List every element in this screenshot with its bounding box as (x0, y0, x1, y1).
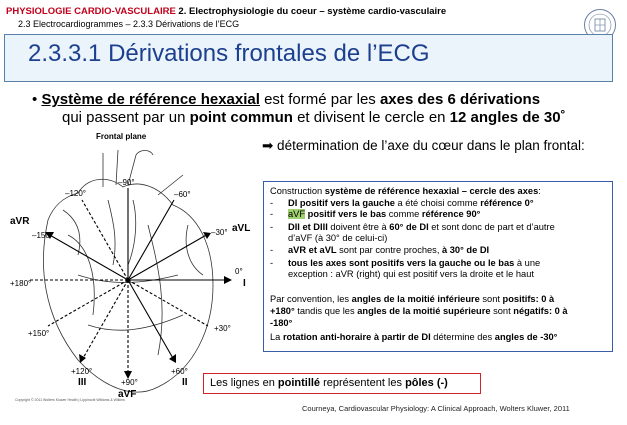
bullet-symbol: • (32, 91, 38, 108)
angle-label-p90: +90° (121, 378, 138, 387)
box-line: - (270, 209, 274, 219)
lead-label-i: I (243, 278, 246, 289)
dotted-lines-note: Les lignes en pointillé représentent les… (203, 373, 481, 394)
hexaxial-term: Système de référence hexaxial (41, 91, 260, 108)
box-line: - (270, 258, 274, 268)
breadcrumb: 2.3 Electrocardiogrammes – 2.3.3 Dérivat… (18, 19, 240, 29)
copyright-text: Copyright © 2011 Wolters Kluwer Health |… (15, 398, 125, 402)
bullet-emphasis: axes des 6 dérivations (379, 91, 541, 108)
angle-label-m30: –30° (211, 228, 228, 237)
angle-label-m90: –90° (118, 178, 135, 187)
box-line: Construction système de référence hexaxi… (270, 186, 541, 196)
course-name: PHYSIOLOGIE CARDIO-VASCULAIRE (6, 6, 176, 17)
header-course-line: PHYSIOLOGIE CARDIO-VASCULAIRE 2. Electro… (6, 6, 446, 17)
angle-label-p120: +120° (71, 367, 92, 376)
source-citation: Courneya, Cardiovascular Physiology: A C… (302, 404, 570, 413)
lead-label-avf: aVF (118, 389, 136, 400)
determination-statement: ➡ détermination de l’axe du cœur dans le… (262, 138, 585, 153)
main-bullet-line-1: • Système de référence hexaxial est form… (32, 91, 540, 109)
angle-label-p180: +180° (10, 279, 31, 288)
bullet-text: qui passent par un (62, 109, 190, 126)
box-line: exception : aVR (right) qui est positif … (288, 269, 534, 279)
main-bullet-line-2: qui passent par un point commun et divis… (62, 109, 566, 126)
chapter-name: 2. Electrophysiologie du coeur – système… (178, 6, 447, 17)
box-line: +180° tandis que les angles de la moitié… (270, 306, 568, 316)
angle-label-m60: –60° (174, 190, 191, 199)
box-line: - (270, 198, 274, 208)
university-seal-icon (584, 9, 616, 41)
hexaxial-heart-diagram: Frontal plane –90° –120° –60° aVR –15 (10, 132, 250, 400)
lead-label-avr: aVR (10, 216, 30, 227)
lead-label-iii: III (78, 377, 87, 388)
avf-highlight: aVF (288, 209, 306, 219)
box-line: aVF positif vers le bas comme référence … (288, 209, 481, 219)
angle-label-p150: +150° (28, 329, 49, 338)
axis-arrowheads (45, 232, 232, 379)
axis-lines (30, 188, 228, 375)
angle-label-m150: –150° (32, 231, 53, 240)
bullet-text: et divisent le cercle en (292, 109, 450, 126)
page-title: 2.3.3.1 Dérivations frontales de l’ECG (28, 40, 430, 67)
lead-label-ii: II (182, 377, 188, 388)
angle-label-p60: +60° (171, 367, 188, 376)
angle-label-p30: +30° (214, 324, 231, 333)
box-line: DI positif vers la gauche a été choisi c… (288, 198, 534, 208)
construction-box: Construction système de référence hexaxi… (263, 181, 613, 352)
diagram-caption: Frontal plane (96, 132, 147, 141)
box-line: - (270, 222, 274, 232)
box-line: -180° (270, 318, 293, 328)
box-line: tous les axes sont positifs vers la gauc… (288, 258, 541, 268)
box-line: aVR et aVL sont par contre proches, à 30… (288, 245, 490, 255)
title-banner (4, 34, 613, 82)
bullet-text: est formé par les (259, 91, 380, 108)
box-line: - (270, 245, 274, 255)
box-line: Par convention, les angles de la moitié … (270, 294, 555, 304)
bullet-emphasis: point commun (189, 109, 293, 126)
angle-label-0: 0° (235, 267, 243, 276)
heart-illustration (43, 149, 214, 393)
box-line: La rotation anti-horaire à partir de DI … (270, 332, 558, 342)
box-line: d’aVF (à 30° de celui-ci) (288, 233, 388, 243)
angle-label-m120: –120° (65, 189, 86, 198)
box-line: DII et DIII doivent être à 60° de DI et … (288, 222, 555, 232)
lead-label-avl: aVL (232, 223, 250, 234)
bullet-emphasis: 12 angles de 30˚ (449, 109, 566, 126)
